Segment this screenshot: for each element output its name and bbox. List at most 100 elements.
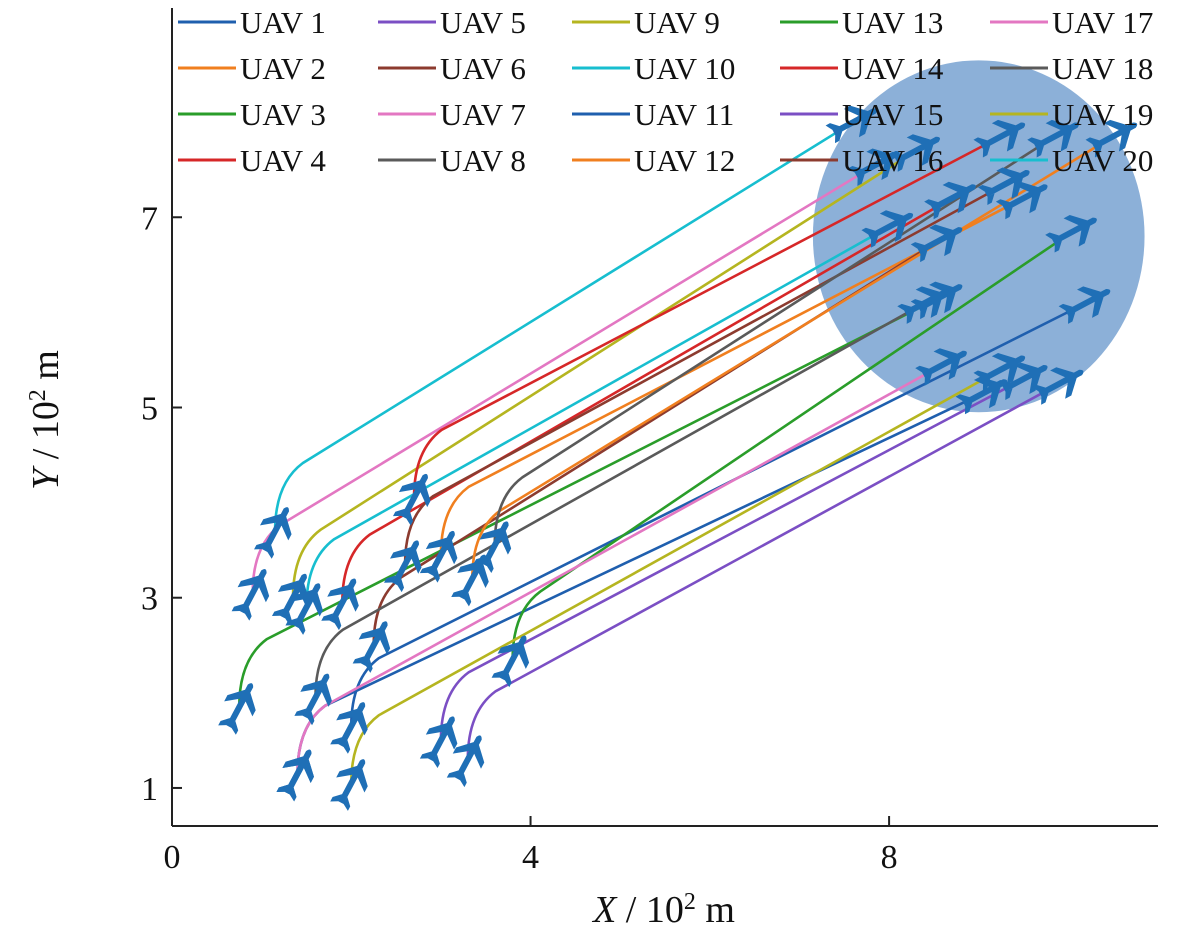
legend-label: UAV 3 xyxy=(240,97,326,132)
uav-end-icon-5 xyxy=(995,362,1048,400)
uav-start-icon-1 xyxy=(330,702,368,754)
uav-start-icon-3 xyxy=(218,683,256,735)
legend-label: UAV 15 xyxy=(842,97,943,132)
uav-start-icon-15 xyxy=(446,735,485,788)
uav-end-icon-8 xyxy=(897,286,949,324)
legend-item: UAV 2 xyxy=(178,51,326,86)
uav-end-icon-15 xyxy=(1031,367,1084,405)
legend-item: UAV 17 xyxy=(990,5,1153,40)
uav-start-icon-9 xyxy=(271,573,310,626)
legend-item: UAV 14 xyxy=(780,51,944,86)
plot-area xyxy=(218,60,1145,811)
x-tick-label: 0 xyxy=(164,839,181,876)
legend-label: UAV 4 xyxy=(240,143,326,178)
x-axis-unit-sup: 2 xyxy=(684,889,696,915)
uav-end-icon-7 xyxy=(847,148,900,186)
uav-start-icon-16 xyxy=(384,540,422,593)
uav-start-icon-6 xyxy=(352,621,391,673)
legend-label: UAV 6 xyxy=(440,51,526,86)
uav-start-icon-12 xyxy=(451,554,489,607)
legend-label: UAV 1 xyxy=(240,5,326,40)
uav-end-icon-16 xyxy=(977,167,1030,206)
trajectory-uav-5 xyxy=(439,377,1025,741)
uav-end-icon-13 xyxy=(1045,215,1097,253)
legend-item: UAV 6 xyxy=(378,51,526,86)
uav-start-icon-18 xyxy=(473,521,512,574)
uav-start-icon-5 xyxy=(419,716,458,769)
y-axis-label: Y / 102 m xyxy=(25,350,67,490)
uav-end-icon-12 xyxy=(1085,119,1138,158)
uav-end-icon-18 xyxy=(1027,119,1079,158)
uav-start-icon-2 xyxy=(419,530,458,583)
legend-label: UAV 12 xyxy=(634,143,735,178)
y-axis-unit-pre: / 10 xyxy=(25,401,67,469)
legend-label: UAV 2 xyxy=(240,51,326,86)
legend-label: UAV 11 xyxy=(634,97,734,132)
trajectory-uav-17 xyxy=(296,363,944,774)
y-axis-var: Y xyxy=(25,465,67,490)
x-tick-label: 4 xyxy=(522,839,539,876)
legend-item: UAV 12 xyxy=(572,143,735,178)
trajectory-uav-7 xyxy=(251,163,877,593)
legend-item: UAV 5 xyxy=(378,5,526,40)
x-axis-label: X / 102 m xyxy=(591,889,735,931)
legend-label: UAV 16 xyxy=(842,143,943,178)
uav-end-icon-10 xyxy=(825,105,878,144)
uav-end-icon-14 xyxy=(973,119,1026,158)
uav-start-icon-14 xyxy=(392,473,431,526)
y-tick-label: 7 xyxy=(141,200,158,237)
legend-item: UAV 1 xyxy=(178,5,326,40)
legend-label: UAV 17 xyxy=(1052,5,1153,40)
uav-start-icon-4 xyxy=(321,578,359,631)
y-tick-label: 5 xyxy=(141,390,158,427)
legend-item: UAV 4 xyxy=(178,143,326,178)
trajectory-uav-8 xyxy=(314,301,926,698)
legend-label: UAV 20 xyxy=(1052,143,1153,178)
uav-start-icon-13 xyxy=(491,635,530,688)
uav-end-icon-1 xyxy=(1058,286,1111,324)
legend-item: UAV 18 xyxy=(990,51,1153,86)
uav-end-icon-6 xyxy=(910,224,963,263)
y-tick-label: 3 xyxy=(141,581,158,618)
legend-item: UAV 16 xyxy=(780,143,943,178)
legend-item: UAV 7 xyxy=(378,97,526,132)
uav-end-icon-17 xyxy=(915,348,967,386)
legend-label: UAV 19 xyxy=(1052,97,1153,132)
uav-end-icon-9 xyxy=(888,134,941,172)
legend-label: UAV 5 xyxy=(440,5,526,40)
uav-start-icon-10 xyxy=(254,507,292,559)
x-tick-label: 8 xyxy=(881,839,898,876)
x-axis-var: X xyxy=(591,889,618,931)
legend-item: UAV 10 xyxy=(572,51,735,86)
trajectory-uav-10 xyxy=(273,121,854,532)
legend-label: UAV 8 xyxy=(440,143,526,178)
uav-start-icon-19 xyxy=(330,759,368,811)
legend-label: UAV 18 xyxy=(1052,51,1153,86)
legend-label: UAV 7 xyxy=(440,97,526,132)
uav-end-icon-11 xyxy=(955,376,1008,415)
uav-start-icon-7 xyxy=(231,568,270,621)
legend-item: UAV 8 xyxy=(378,143,526,178)
uav-end-icon-20 xyxy=(861,210,914,248)
legend-item: UAV 3 xyxy=(178,97,326,132)
x-axis-unit-pre: / 10 xyxy=(616,889,684,931)
legend-label: UAV 9 xyxy=(634,5,720,40)
y-axis-unit-post: m xyxy=(25,350,67,389)
y-tick-label: 1 xyxy=(141,771,158,808)
legend: UAV 1 UAV 2 UAV 3 UAV 4 UAV 5 UAV 6 UAV 7 UAV 8… xyxy=(178,5,1153,178)
uav-end-icon-19 xyxy=(973,352,1026,391)
axis-ticks: 0 4 8 1 3 5 7 xyxy=(141,200,898,876)
uav-start-icon-8 xyxy=(294,673,332,726)
legend-item: UAV 20 xyxy=(990,143,1153,178)
legend-item: UAV 19 xyxy=(990,97,1153,132)
legend-item: UAV 13 xyxy=(780,5,943,40)
y-axis-unit-sup: 2 xyxy=(25,389,51,401)
x-axis-unit-post: m xyxy=(696,889,735,931)
legend-label: UAV 13 xyxy=(842,5,943,40)
legend-item: UAV 11 xyxy=(572,97,734,132)
uav-start-icon-20 xyxy=(285,583,323,635)
legend-label: UAV 10 xyxy=(634,51,735,86)
uav-start-icon-17 xyxy=(276,749,314,802)
legend-item: UAV 9 xyxy=(572,5,720,40)
